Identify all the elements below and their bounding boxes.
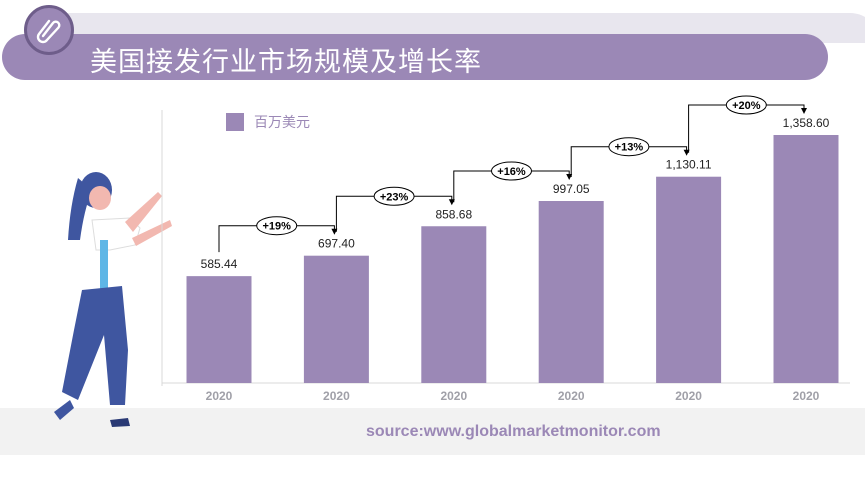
paperclip-icon: [36, 19, 61, 44]
bar: [421, 226, 487, 383]
source-text: source:www.globalmarketmonitor.com: [366, 423, 661, 440]
legend-swatch: [226, 113, 244, 131]
growth-badge: [491, 161, 532, 181]
x-tick-label: 2020: [323, 389, 350, 403]
bar: [538, 200, 604, 383]
x-tick-label: 2020: [675, 389, 702, 403]
bar: [656, 176, 722, 383]
bar: [773, 135, 839, 383]
growth-badge: [373, 186, 415, 206]
paperclip-badge: [24, 5, 74, 55]
value-label: 585.44: [201, 257, 238, 271]
x-tick-label: 2020: [793, 389, 820, 403]
arrowhead-icon: [801, 108, 807, 114]
growth-badge: [256, 216, 298, 236]
growth-badge: [725, 95, 767, 115]
footer-band: [0, 408, 865, 455]
title-bar: [2, 34, 828, 80]
growth-label: +20%: [732, 100, 761, 112]
growth-label: +23%: [380, 191, 409, 203]
legend-label: 百万美元: [254, 115, 310, 131]
bar: [303, 255, 369, 383]
growth-label: +16%: [497, 166, 526, 178]
woman-illustration: [54, 172, 172, 427]
x-tick-label: 2020: [440, 389, 467, 403]
x-tick-label: 2020: [206, 389, 233, 403]
value-label: 1,130.11: [666, 158, 712, 172]
value-label: 997.05: [553, 182, 590, 196]
growth-badge: [608, 137, 650, 157]
growth-label: +13%: [615, 142, 644, 154]
growth-label: +19%: [262, 221, 291, 233]
page-title: 美国接发行业市场规模及增长率: [90, 47, 482, 78]
legend: 百万美元: [226, 112, 310, 132]
value-label: 1,358.60: [783, 116, 830, 130]
bar: [186, 276, 252, 383]
value-label: 858.68: [435, 207, 472, 221]
value-label: 697.40: [318, 237, 355, 251]
x-tick-label: 2020: [558, 389, 585, 403]
